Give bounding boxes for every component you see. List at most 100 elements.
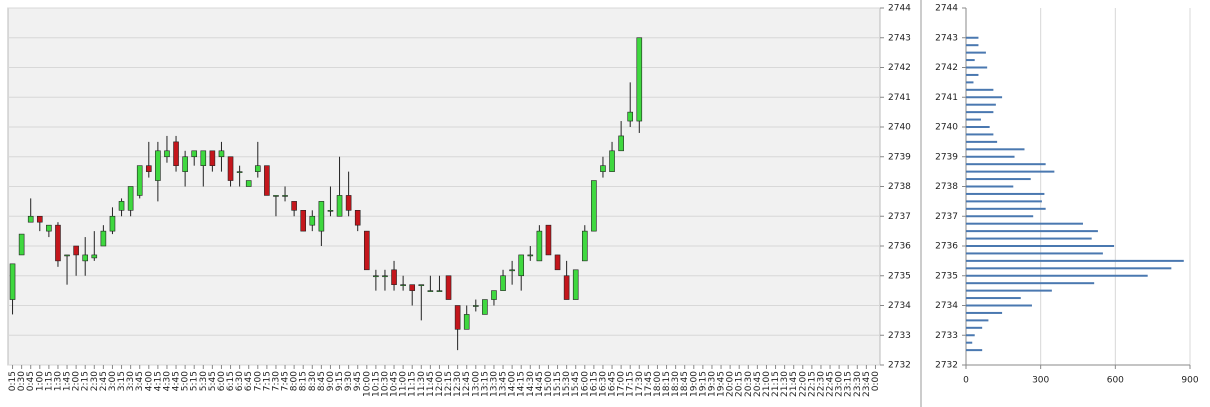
x-tick-label: 5:00 (181, 371, 191, 391)
candle-body (200, 150, 207, 166)
x-tick-label: 18:00 (653, 371, 663, 397)
x-tick-label: 21:30 (780, 371, 790, 397)
x-tick-label: 1:30 (53, 371, 63, 391)
y-tick-label: 2736 (935, 242, 958, 252)
x-tick-label: 6:15 (226, 371, 236, 391)
candle-body (509, 269, 515, 272)
x-tick-label: 19:15 (698, 371, 708, 397)
candle-body (491, 290, 497, 300)
y-tick-label: 2744 (888, 4, 911, 14)
x-tick-label: 20:30 (744, 371, 754, 397)
y-tick-label: 2736 (888, 242, 911, 252)
candle-body (463, 314, 470, 330)
x-tick-label: 13:00 (471, 371, 481, 397)
y-tick-label: 2741 (888, 93, 911, 103)
x-tick-label: 9:00 (326, 371, 336, 391)
candle-body (454, 305, 461, 330)
candle-body (109, 215, 116, 232)
candle-body (345, 195, 352, 211)
bar (966, 200, 1042, 203)
bar (966, 66, 988, 69)
x-tick-label: 9:30 (344, 371, 354, 391)
candle-body (609, 150, 615, 172)
x-tick-label: 15:15 (553, 371, 563, 397)
bar (966, 170, 1055, 173)
candle-body (309, 215, 316, 226)
x-tick-label: 0:15 (8, 371, 18, 391)
y-tick-label: 2734 (935, 301, 958, 311)
x-tick-label: 6:30 (235, 371, 245, 391)
x-tick-label: 11:00 (399, 371, 409, 397)
x-tick-label: 23:30 (853, 371, 863, 397)
x-tick-label: 3:00 (108, 371, 118, 391)
candle-body (227, 156, 234, 181)
x-tick-label: 17:30 (635, 371, 645, 397)
y-tick-label: 2743 (888, 33, 911, 43)
x-tick-label: 23:45 (862, 371, 872, 397)
x-tick-label: 8:45 (317, 371, 327, 391)
x-tick-label: 12:45 (462, 371, 472, 397)
x-tick-label: 14:30 (526, 371, 536, 397)
candle-body (9, 263, 16, 300)
candle-body (536, 230, 543, 262)
candle-body (636, 37, 643, 122)
x-tick-label: 20:45 (753, 371, 763, 397)
candle-body (500, 275, 506, 291)
candle-body (254, 165, 261, 172)
x-tick-label: 2:15 (81, 371, 91, 391)
x-tick-label: 11:15 (408, 371, 418, 397)
x-tick-label: 3:30 (126, 371, 136, 391)
x-tick-label: 18:45 (680, 371, 690, 397)
x-tick-label: 22:45 (826, 371, 836, 397)
y-tick-label: 2744 (935, 4, 958, 14)
x-tick-label: 4:00 (144, 371, 154, 391)
bar (966, 230, 1098, 233)
x-tick-label: 3:15 (117, 371, 127, 391)
candle-body (36, 215, 43, 223)
bar (966, 163, 1046, 166)
candle-body (300, 210, 307, 232)
x-tick-label: 19:45 (717, 371, 727, 397)
bar (966, 178, 1031, 181)
bar (966, 111, 994, 114)
x-tick-label: 13:15 (480, 371, 490, 397)
candle-body (545, 224, 552, 256)
x-tick-label: 22:15 (807, 371, 817, 397)
candle-body (418, 284, 425, 286)
candle-body (400, 284, 406, 286)
y-tick-label: 2735 (888, 271, 911, 281)
candle-body (445, 275, 452, 300)
x-tick-label: 2:30 (90, 371, 100, 391)
bar (966, 148, 1025, 151)
x-tick-label: 13:30 (489, 371, 499, 397)
x-tick-label: 7:45 (281, 371, 291, 391)
bar (966, 304, 1032, 307)
candle-body (100, 230, 107, 247)
y-tick-label: 2732 (888, 361, 911, 371)
bar (966, 103, 996, 106)
candle-body (282, 195, 288, 197)
candle-body (191, 150, 198, 158)
candle-body (527, 254, 534, 257)
candle-body (627, 111, 634, 122)
bar (966, 311, 1003, 314)
x-tick-label: 15:00 (544, 371, 554, 397)
candle-body (145, 165, 152, 172)
candle-body (273, 195, 279, 197)
candle-body (436, 290, 443, 292)
bar (966, 133, 994, 136)
bar (966, 334, 975, 337)
x-tick-label: 16:00 (580, 371, 590, 397)
candle-body (46, 224, 52, 232)
x-tick-label: 8:15 (299, 371, 309, 391)
x-tick-label: 2:00 (72, 371, 82, 391)
x-tick-label: 11:45 (426, 371, 436, 397)
x-tick-label: 7:30 (271, 371, 281, 391)
bar (966, 155, 1015, 158)
x-tick-label: 0 (963, 376, 969, 386)
bar (966, 274, 1148, 277)
candle-body (563, 275, 570, 300)
candle-body (209, 150, 216, 166)
x-tick-label: 9:45 (353, 371, 363, 391)
